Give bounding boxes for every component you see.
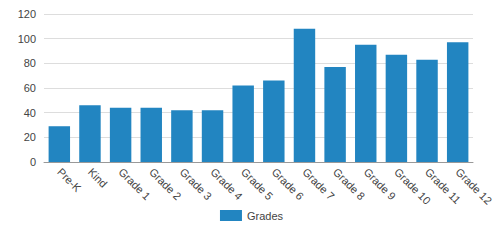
svg-text:Grade 11: Grade 11: [422, 165, 464, 207]
svg-text:120: 120: [18, 8, 36, 20]
svg-text:Grade 4: Grade 4: [208, 166, 245, 203]
svg-text:0: 0: [30, 156, 36, 168]
svg-text:Grade 2: Grade 2: [147, 166, 184, 203]
svg-text:Grades: Grades: [247, 210, 284, 222]
svg-text:Grade 7: Grade 7: [300, 166, 337, 203]
svg-text:Grade 3: Grade 3: [178, 166, 215, 203]
svg-text:Pre-K: Pre-K: [55, 166, 84, 195]
svg-text:Grade 6: Grade 6: [270, 166, 307, 203]
svg-text:Grade 12: Grade 12: [453, 166, 494, 207]
svg-text:Grade 5: Grade 5: [239, 166, 276, 203]
svg-text:20: 20: [24, 131, 36, 143]
svg-text:Grade 8: Grade 8: [331, 166, 368, 203]
svg-text:Grade 10: Grade 10: [392, 165, 433, 207]
svg-text:Grade 1: Grade 1: [116, 166, 153, 203]
svg-text:40: 40: [24, 107, 36, 119]
svg-text:80: 80: [24, 57, 36, 69]
svg-text:100: 100: [18, 33, 36, 45]
svg-text:60: 60: [24, 82, 36, 94]
svg-text:Grade 9: Grade 9: [362, 166, 399, 203]
svg-text:Kind: Kind: [86, 166, 110, 190]
